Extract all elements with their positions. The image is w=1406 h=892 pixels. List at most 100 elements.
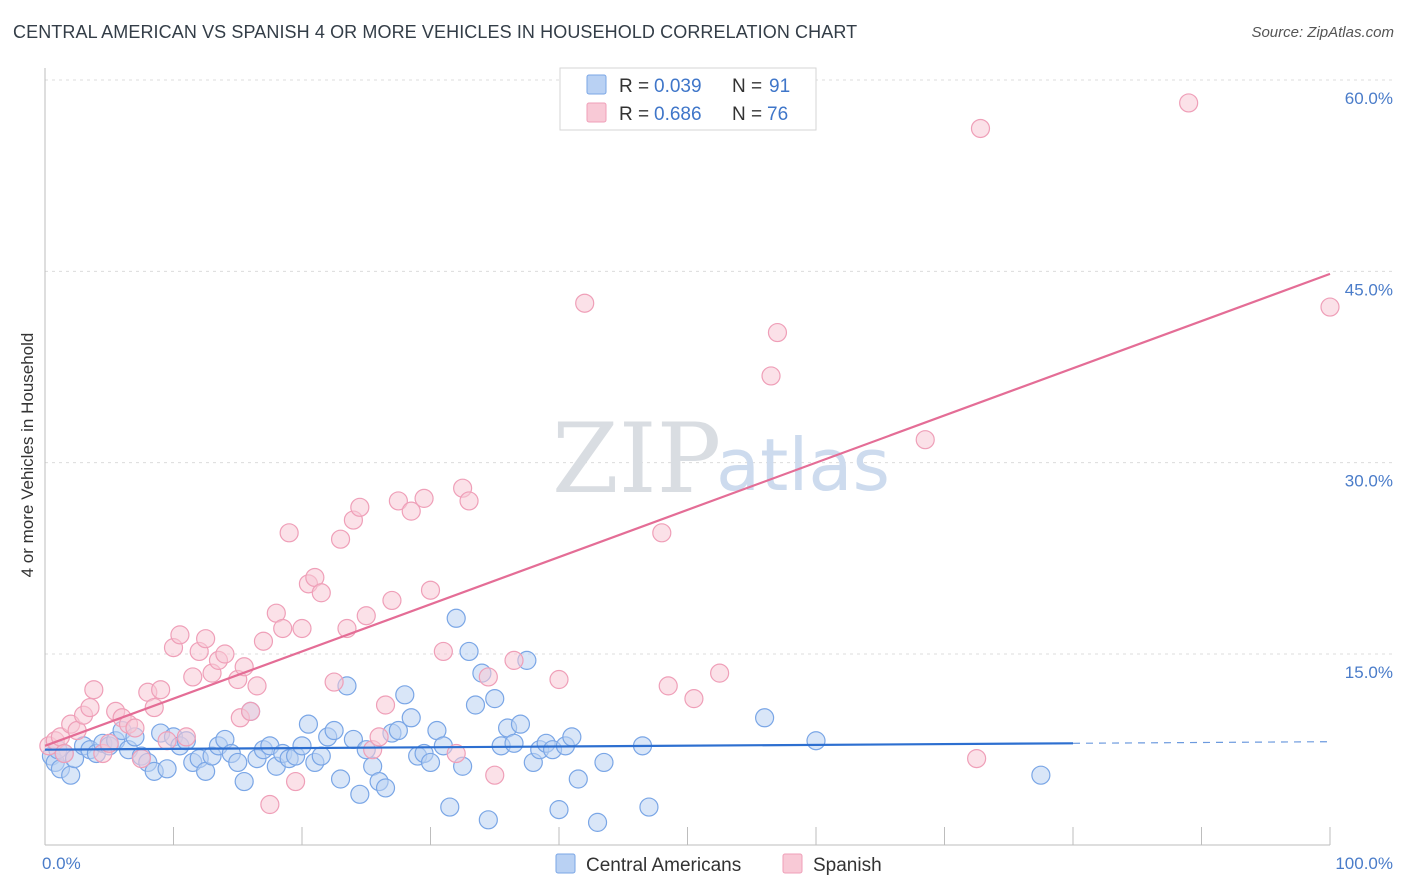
legend-swatch-central-americans <box>586 74 607 95</box>
spanish-point-3 <box>54 743 74 764</box>
legend-n-label-1: N = <box>732 76 762 97</box>
spanish-point-43 <box>311 583 331 603</box>
central-american-point-81 <box>549 800 569 820</box>
central-american-point-64 <box>440 797 460 817</box>
watermark-zip: ZIP <box>552 403 721 515</box>
central-american-point-87 <box>639 797 659 817</box>
spanish-point-19 <box>157 731 177 751</box>
spanish-point-51 <box>369 727 389 747</box>
legend-r-value-2: 0.686 <box>654 104 702 125</box>
spanish-point-65 <box>549 669 569 690</box>
spanish-point-52 <box>375 695 396 715</box>
spanish-point-59 <box>446 743 466 764</box>
y-tick-label-0: 15.0% <box>1345 663 1393 682</box>
legend-n-value-1: 91 <box>769 76 790 97</box>
central-american-point-54 <box>375 778 396 798</box>
central-american-point-70 <box>478 810 498 830</box>
spanish-point-72 <box>767 322 788 343</box>
spanish-point-77 <box>1320 297 1340 317</box>
central-american-point-32 <box>234 771 254 792</box>
spanish-point-76 <box>1179 93 1199 113</box>
legend-n-value-2: 76 <box>767 104 788 125</box>
spanish-point-10 <box>99 733 119 753</box>
x-tick-label-min: 0.0% <box>42 854 81 873</box>
legend-swatch-spanish <box>586 102 607 123</box>
central-american-point-65 <box>446 608 466 628</box>
chart-title: CENTRAL AMERICAN VS SPANISH 4 OR MORE VE… <box>13 22 858 42</box>
central-american-point-71 <box>485 689 505 709</box>
spanish-point-75 <box>970 118 991 139</box>
central-american-point-57 <box>395 685 415 705</box>
spanish-point-25 <box>196 629 216 649</box>
central-american-point-83 <box>562 727 582 747</box>
central-american-point-91 <box>1031 765 1051 785</box>
x-tick-label-max: 100.0% <box>1335 854 1393 873</box>
spanish-point-14 <box>125 718 145 738</box>
legend-r-label-2: R = <box>619 104 649 125</box>
x-tick-labels: 0.0% 100.0% <box>42 854 1393 873</box>
central-american-point-5 <box>61 765 81 785</box>
spanish-point-38 <box>279 523 299 543</box>
central-american-point-20 <box>157 759 177 779</box>
bottom-legend-label-spanish: Spanish <box>813 855 882 876</box>
spanish-point-64 <box>504 650 524 670</box>
spanish-point-66 <box>575 293 595 313</box>
central-american-point-31 <box>228 752 248 773</box>
legend-r-value-1: 0.039 <box>654 76 702 97</box>
axes <box>44 68 1331 846</box>
legend-n-label-2: N = <box>732 104 762 125</box>
spanish-point-44 <box>324 672 344 692</box>
spanish-point-35 <box>260 794 280 815</box>
spanish-point-68 <box>658 676 678 696</box>
central-american-point-58 <box>401 708 421 728</box>
spanish-point-49 <box>356 606 376 626</box>
spanish-point-23 <box>183 667 203 687</box>
central-american-point-41 <box>292 736 312 756</box>
central-american-point-44 <box>311 746 331 766</box>
spanish-point-74 <box>967 748 987 769</box>
bottom-legend-swatch-spanish <box>782 853 803 874</box>
spanish-point-21 <box>170 625 190 645</box>
central-american-point-67 <box>459 641 479 662</box>
stats-legend: R = 0.039 N = 91 R = 0.686 N = 76 <box>559 67 817 131</box>
spanish-point-48 <box>350 497 370 517</box>
y-tick-label-3: 60.0% <box>1345 89 1393 108</box>
spanish-point-15 <box>131 748 151 769</box>
spanish-point-71 <box>761 366 781 386</box>
central-american-point-84 <box>568 769 588 789</box>
spanish-point-53 <box>382 590 402 611</box>
spanish-point-70 <box>710 663 730 683</box>
watermark: ZIP atlas <box>552 403 890 515</box>
spanish-point-33 <box>247 676 267 696</box>
spanish-point-39 <box>285 771 306 792</box>
y-tick-labels: 15.0% 30.0% 45.0% 60.0% <box>1345 89 1393 682</box>
central-american-point-47 <box>330 769 351 789</box>
central-american-trend-line <box>44 742 1074 751</box>
spanish-point-37 <box>273 618 293 639</box>
spanish-point-8 <box>84 680 104 700</box>
central-american-trend-extension <box>1072 741 1331 744</box>
chart-source: Source: ZipAtlas.com <box>1251 24 1394 41</box>
spanish-point-54 <box>388 491 408 511</box>
legend-r-label-1: R = <box>619 76 649 97</box>
central-american-point-68 <box>465 695 486 715</box>
spanish-point-55 <box>401 501 421 521</box>
y-tick-label-1: 30.0% <box>1345 472 1393 491</box>
spanish-point-58 <box>433 641 453 662</box>
central-american-point-75 <box>510 714 531 734</box>
spanish-point-18 <box>151 680 171 700</box>
central-american-point-89 <box>754 708 775 728</box>
spanish-point-28 <box>215 644 235 664</box>
gridlines <box>45 79 1393 655</box>
spanish-point-61 <box>459 491 479 511</box>
spanish-point-34 <box>253 631 274 651</box>
spanish-point-69 <box>684 689 704 709</box>
central-american-point-50 <box>350 784 370 804</box>
spanish-point-32 <box>241 701 261 722</box>
central-american-point-46 <box>324 720 344 741</box>
spanish-point-67 <box>652 523 672 543</box>
y-tick-label-2: 45.0% <box>1345 280 1393 299</box>
central-american-point-42 <box>298 714 319 734</box>
central-american-point-61 <box>420 752 441 773</box>
